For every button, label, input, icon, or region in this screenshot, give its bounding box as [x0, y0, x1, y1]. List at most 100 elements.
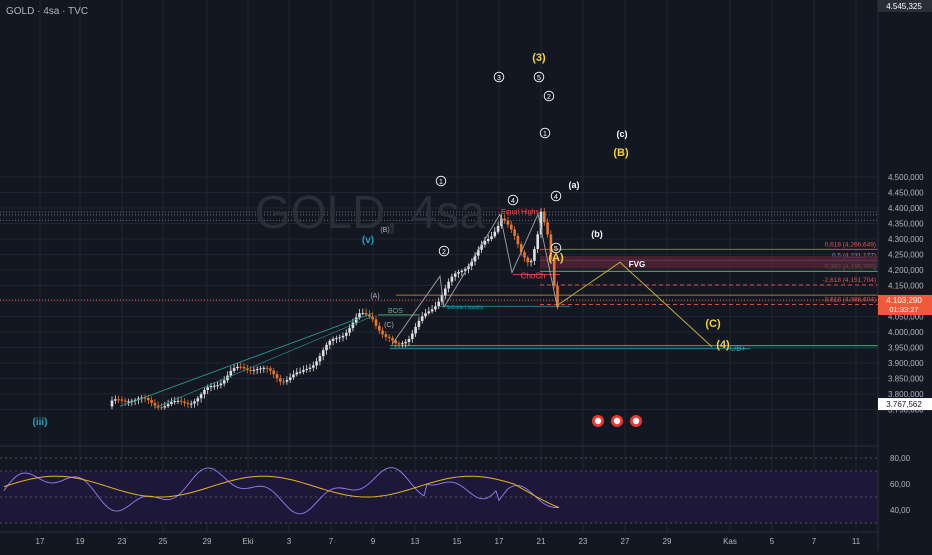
- candle-body: [430, 309, 434, 312]
- price-tick-label: 3.800,000: [888, 390, 924, 399]
- candle-body: [348, 328, 351, 333]
- candle-body: [269, 368, 272, 371]
- candle-body: [285, 380, 289, 382]
- candle-body: [493, 231, 497, 237]
- candle-body: [193, 401, 196, 404]
- time-tick-label: 17: [495, 537, 504, 546]
- fib-label: 0,5 (4,231,177): [832, 252, 876, 259]
- impulse-3-label: 3: [497, 75, 501, 82]
- wave-4-label: (4): [716, 339, 730, 351]
- candle-body: [295, 372, 299, 375]
- price-axis[interactable]: 4.500,000 4.450,000 4.400,000 4.350,000 4.30…: [877, 0, 932, 550]
- candle-body: [536, 234, 539, 250]
- decline-5-label: 5: [554, 246, 558, 253]
- candle-body: [226, 375, 229, 381]
- wave-iii-label: (iii): [33, 417, 48, 428]
- sellside-label: Sellside Liquidity: [446, 305, 484, 311]
- candle-body: [239, 366, 242, 368]
- current-price-tag: [878, 294, 932, 315]
- candle-body: [424, 313, 427, 317]
- candle-body: [345, 332, 348, 336]
- price-tick-label: 4.300,000: [888, 235, 924, 244]
- candle-body: [147, 398, 150, 401]
- time-tick-label: 5: [770, 537, 775, 546]
- candle-body: [110, 400, 114, 407]
- candle-body: [420, 316, 424, 321]
- candle-body: [189, 403, 193, 405]
- time-tick-label: 25: [159, 537, 168, 546]
- impulse-2-label: 2: [442, 249, 446, 256]
- decline-4-label-circle: [550, 190, 562, 202]
- candle-body: [483, 241, 487, 245]
- price-tick-label: 4.350,000: [888, 220, 924, 229]
- price-tick-label: 3.900,000: [888, 359, 924, 368]
- candle-body: [447, 281, 450, 289]
- candle-body: [407, 338, 411, 342]
- candle-body: [173, 401, 176, 403]
- candle-body: [374, 319, 378, 326]
- impulse-wave-line: [391, 212, 558, 345]
- fib-label: -3,618 (4,088,604): [823, 297, 876, 304]
- candle-body: [127, 401, 130, 403]
- candle-body: [209, 386, 213, 388]
- candle-body: [404, 341, 407, 344]
- time-axis[interactable]: 17 19 23 25 29 Eki 3 7 9 13 15 17 21 23 27 29 Kas 5 7 11: [0, 531, 878, 546]
- sub-wave-b-label: (b): [591, 229, 603, 239]
- symbol-watermark: GOLD, 4sa: [255, 186, 486, 238]
- candle-body: [114, 399, 117, 401]
- candle-body: [288, 377, 292, 381]
- candle-body: [166, 403, 170, 407]
- candle-body: [473, 255, 477, 262]
- time-tick-label: 13: [411, 537, 420, 546]
- candle-body: [262, 367, 266, 369]
- time-tick-label: Eki: [242, 537, 253, 546]
- candle-body: [427, 311, 431, 314]
- candle-body: [318, 356, 322, 362]
- current-price-label: 4.103,290: [886, 296, 922, 305]
- price-tick-label: 3.850,000: [888, 375, 924, 384]
- time-tick-label: 21: [537, 537, 546, 546]
- decline-4-label: 4: [554, 194, 558, 201]
- countdown-label: 01:33:27: [889, 305, 918, 314]
- candle-body: [120, 399, 124, 401]
- candle-body: [529, 260, 533, 263]
- candle-body: [463, 269, 467, 271]
- candle-body: [401, 343, 404, 345]
- rsi-tick-label: 80,00: [890, 454, 911, 463]
- zones: FVG OB+ Sellside Liquidity BOS ChoCh Equal Hi…: [378, 209, 878, 353]
- candle-body: [371, 316, 374, 320]
- candle-body: [381, 330, 384, 335]
- low-price-tag: [878, 398, 932, 411]
- candle-body: [292, 374, 295, 378]
- candle-body: [242, 367, 246, 369]
- wave-lines: [119, 212, 713, 409]
- candle-body: [183, 401, 186, 404]
- time-tick-label: 17: [36, 537, 45, 546]
- candle-body: [196, 398, 200, 402]
- time-tick-label: 27: [621, 537, 630, 546]
- candle-body: [467, 266, 470, 270]
- candle-body: [325, 344, 328, 351]
- candle-body: [143, 397, 147, 399]
- candle-body: [470, 261, 473, 267]
- candle-body: [279, 378, 282, 382]
- candle-body: [397, 343, 401, 345]
- event-flag-icon-center: [594, 417, 602, 425]
- price-tick-label: 4.500,000: [888, 173, 924, 182]
- candle-body: [440, 295, 444, 302]
- wave-A-label: (A): [548, 252, 564, 264]
- candle-body: [282, 381, 285, 383]
- candle-body: [358, 313, 361, 318]
- candle-body: [123, 400, 127, 402]
- candle-body: [539, 211, 543, 235]
- candle-body: [519, 244, 523, 253]
- time-tick-label: 7: [812, 537, 817, 546]
- candle-body: [546, 222, 549, 235]
- candle-body: [351, 322, 355, 329]
- candle-body: [414, 326, 417, 334]
- candle-body: [275, 374, 279, 379]
- candle-body: [516, 235, 520, 245]
- impulse-2-label-circle: [438, 245, 450, 257]
- candle-body: [328, 340, 332, 345]
